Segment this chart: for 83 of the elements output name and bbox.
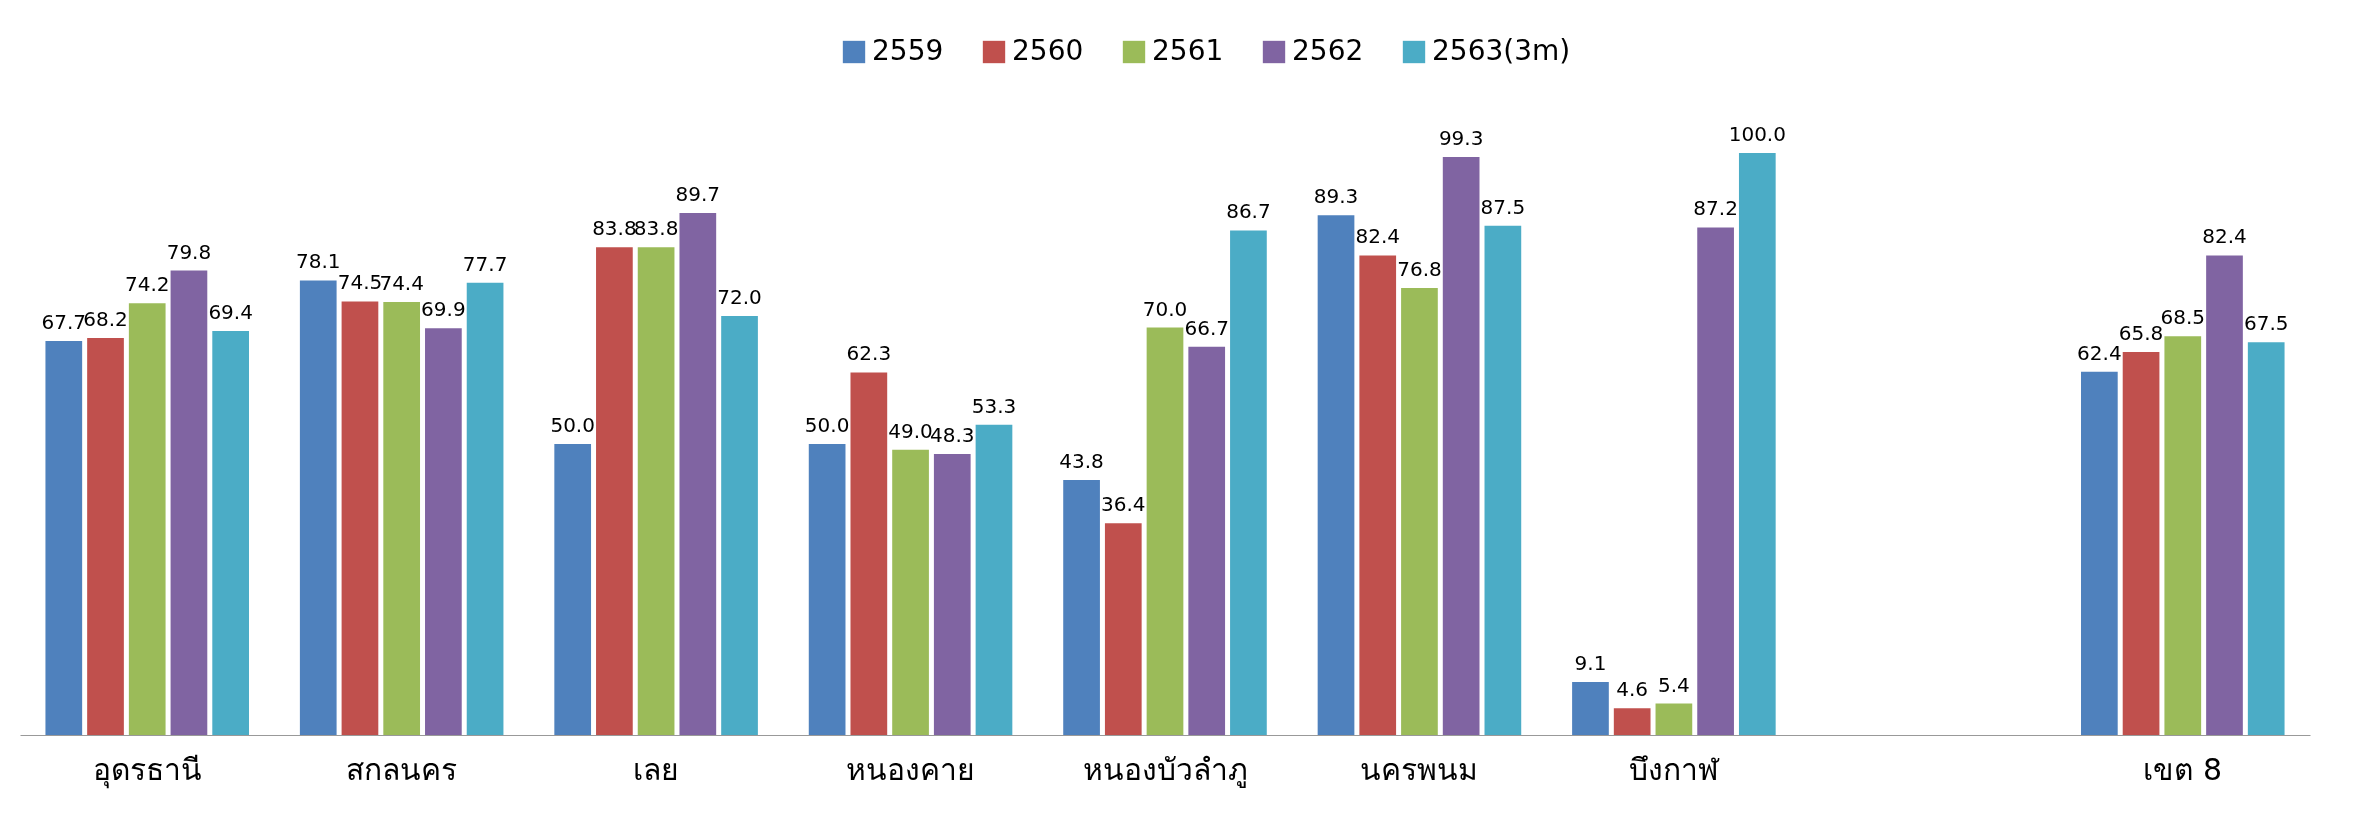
data-label: 69.4 <box>208 300 253 325</box>
bar <box>2122 352 2160 735</box>
x-tick-label: บึงกาฬ <box>1628 751 1720 787</box>
x-tick-label: นครพนม <box>1360 751 1479 787</box>
data-label: 78.1 <box>295 249 341 274</box>
bar <box>212 331 249 735</box>
data-label: 9.1 <box>1574 651 1607 676</box>
bar <box>721 315 758 735</box>
bar <box>383 301 421 735</box>
bar <box>128 303 166 735</box>
bar <box>170 270 208 735</box>
x-tick-label: สกลนคร <box>346 751 458 787</box>
bar <box>1442 157 1480 735</box>
data-label: 68.2 <box>83 307 128 332</box>
bar <box>1230 230 1267 735</box>
data-label: 77.7 <box>462 251 508 276</box>
bar <box>1738 153 1776 735</box>
bar <box>892 449 929 735</box>
data-label: 69.9 <box>421 297 466 322</box>
data-label: 67.5 <box>2243 311 2289 336</box>
legend-label: 2562 <box>1292 34 1364 67</box>
data-label: 53.3 <box>971 393 1017 418</box>
data-label: 36.4 <box>1101 492 1146 517</box>
x-tick-label: หนองบัวลำภู <box>1082 751 1248 788</box>
data-label: 87.2 <box>1693 196 1738 221</box>
bar <box>425 328 462 735</box>
bar <box>1484 225 1522 735</box>
bar <box>2164 336 2202 735</box>
bar <box>1697 227 1734 735</box>
bar <box>554 444 592 735</box>
bar <box>1188 346 1226 735</box>
data-label: 86.7 <box>1226 199 1271 224</box>
bar <box>1317 215 1355 735</box>
bar <box>1572 682 1609 735</box>
data-label: 87.5 <box>1480 194 1526 219</box>
bar <box>933 453 971 735</box>
data-label: 50.0 <box>550 413 595 437</box>
data-label: 76.8 <box>1397 257 1442 282</box>
bar <box>850 372 888 735</box>
x-tick-label: หนองคาย <box>846 751 976 787</box>
bar <box>466 282 504 735</box>
legend-label: 2560 <box>1012 34 1084 67</box>
legend-label: 2559 <box>872 34 944 67</box>
data-label: 82.4 <box>1355 224 1400 249</box>
data-label: 43.8 <box>1059 449 1104 474</box>
legend-label: 2563(3m) <box>1432 34 1571 67</box>
legend-label: 2561 <box>1152 34 1224 67</box>
data-label: 72.0 <box>717 284 762 309</box>
data-label: 99.3 <box>1438 126 1484 151</box>
data-label: 74.2 <box>124 272 170 297</box>
x-tick-label: เขต 8 <box>2143 751 2223 787</box>
bar <box>2206 255 2243 735</box>
bar <box>975 424 1013 735</box>
bar <box>2081 371 2118 735</box>
bar <box>1655 703 1693 735</box>
bar <box>808 444 846 735</box>
x-tick-label: อุดรธานี <box>92 751 202 789</box>
data-label: 79.8 <box>166 239 212 264</box>
data-label: 100.0 <box>1728 122 1786 146</box>
bar <box>1401 288 1438 735</box>
bar <box>341 301 379 735</box>
data-label: 4.6 <box>1616 677 1649 702</box>
bar <box>2247 342 2285 735</box>
bar <box>1063 480 1100 735</box>
x-tick-label: เลย <box>633 751 680 787</box>
bar <box>1359 255 1397 735</box>
bar <box>87 338 124 735</box>
bar <box>299 280 337 735</box>
data-label: 89.3 <box>1313 184 1359 209</box>
data-label: 89.7 <box>675 181 721 206</box>
bar <box>1613 708 1651 735</box>
bar <box>679 212 717 735</box>
bar <box>637 247 675 735</box>
data-label: 82.4 <box>2202 224 2247 249</box>
data-label: 50.0 <box>804 413 850 437</box>
bar <box>45 340 83 735</box>
bar <box>596 247 633 735</box>
bar <box>1104 523 1142 735</box>
data-label: 62.3 <box>846 341 892 366</box>
data-label: 83.8 <box>592 216 637 241</box>
bar <box>1146 327 1184 735</box>
data-label: 5.4 <box>1657 672 1690 697</box>
data-label: 48.3 <box>930 422 975 447</box>
